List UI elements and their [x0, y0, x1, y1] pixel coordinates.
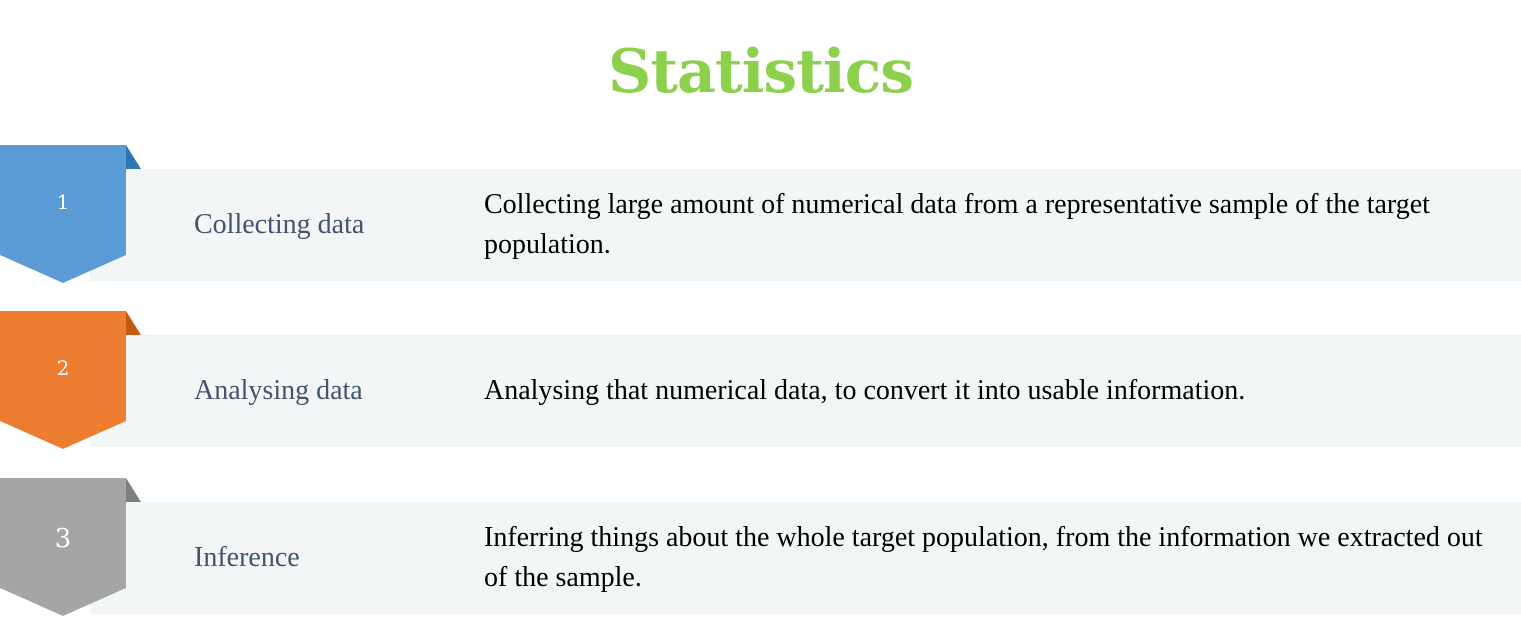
step-band	[90, 169, 1521, 281]
marker-fold	[126, 311, 141, 335]
step-number: 1	[56, 190, 70, 214]
step-marker: 1	[0, 145, 142, 285]
step-marker: 2	[0, 311, 142, 451]
step-label: Collecting data	[194, 209, 365, 240]
step-description: Analysing that numerical data, to conver…	[484, 375, 1246, 406]
step-description: Collecting large amount of numerical dat…	[484, 189, 1430, 260]
marker-fold	[126, 478, 141, 502]
step-label: Inference	[194, 542, 300, 573]
step-band	[90, 502, 1521, 614]
diagram-title: Statistics	[607, 37, 914, 107]
step-description: Inferring things about the whole target …	[484, 522, 1483, 593]
step-row-analysing-data: 2 Analysing data Analysing that numerica…	[0, 311, 1521, 451]
marker-chevron	[0, 145, 126, 283]
step-number: 2	[56, 356, 70, 380]
step-number: 3	[54, 524, 72, 554]
marker-chevron	[0, 478, 126, 616]
step-marker: 3	[0, 478, 142, 618]
marker-chevron	[0, 311, 126, 449]
step-row-collecting-data: 1 Collecting data Collecting large amoun…	[0, 145, 1521, 285]
step-band	[90, 335, 1521, 447]
step-label: Analysing data	[194, 375, 363, 406]
step-row-inference: 3 Inference Inferring things about the w…	[0, 478, 1521, 618]
marker-fold	[126, 145, 141, 169]
